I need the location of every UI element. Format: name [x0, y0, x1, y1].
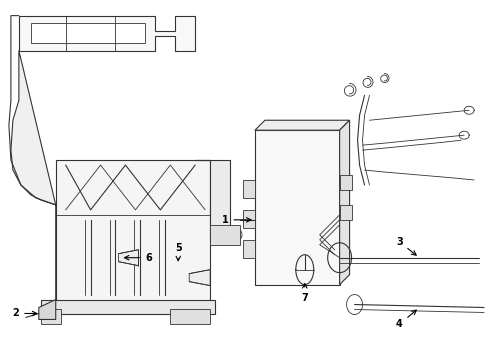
Circle shape	[96, 246, 120, 270]
Polygon shape	[170, 310, 210, 324]
Polygon shape	[339, 120, 349, 285]
Text: 3: 3	[395, 237, 415, 255]
Polygon shape	[31, 23, 145, 42]
Text: 1: 1	[221, 215, 250, 225]
Polygon shape	[189, 270, 210, 285]
Text: 4: 4	[395, 310, 415, 329]
Polygon shape	[39, 300, 56, 319]
Circle shape	[172, 272, 184, 284]
Polygon shape	[339, 205, 351, 220]
Text: 2: 2	[13, 309, 37, 319]
Polygon shape	[210, 225, 240, 245]
Polygon shape	[41, 300, 215, 315]
Polygon shape	[118, 250, 138, 266]
Polygon shape	[254, 120, 349, 130]
Circle shape	[58, 24, 74, 41]
Circle shape	[102, 252, 114, 264]
Polygon shape	[19, 15, 195, 50]
Circle shape	[227, 228, 242, 242]
Polygon shape	[243, 180, 254, 198]
Polygon shape	[11, 50, 81, 310]
Circle shape	[107, 24, 123, 41]
Polygon shape	[56, 160, 210, 310]
Polygon shape	[339, 175, 351, 190]
Polygon shape	[243, 240, 254, 258]
Text: 7: 7	[301, 284, 307, 302]
Text: 6: 6	[124, 253, 151, 263]
Polygon shape	[41, 310, 61, 324]
Polygon shape	[243, 210, 254, 228]
Polygon shape	[254, 130, 339, 285]
Circle shape	[165, 265, 191, 291]
Polygon shape	[195, 160, 229, 240]
Text: 5: 5	[175, 243, 181, 261]
